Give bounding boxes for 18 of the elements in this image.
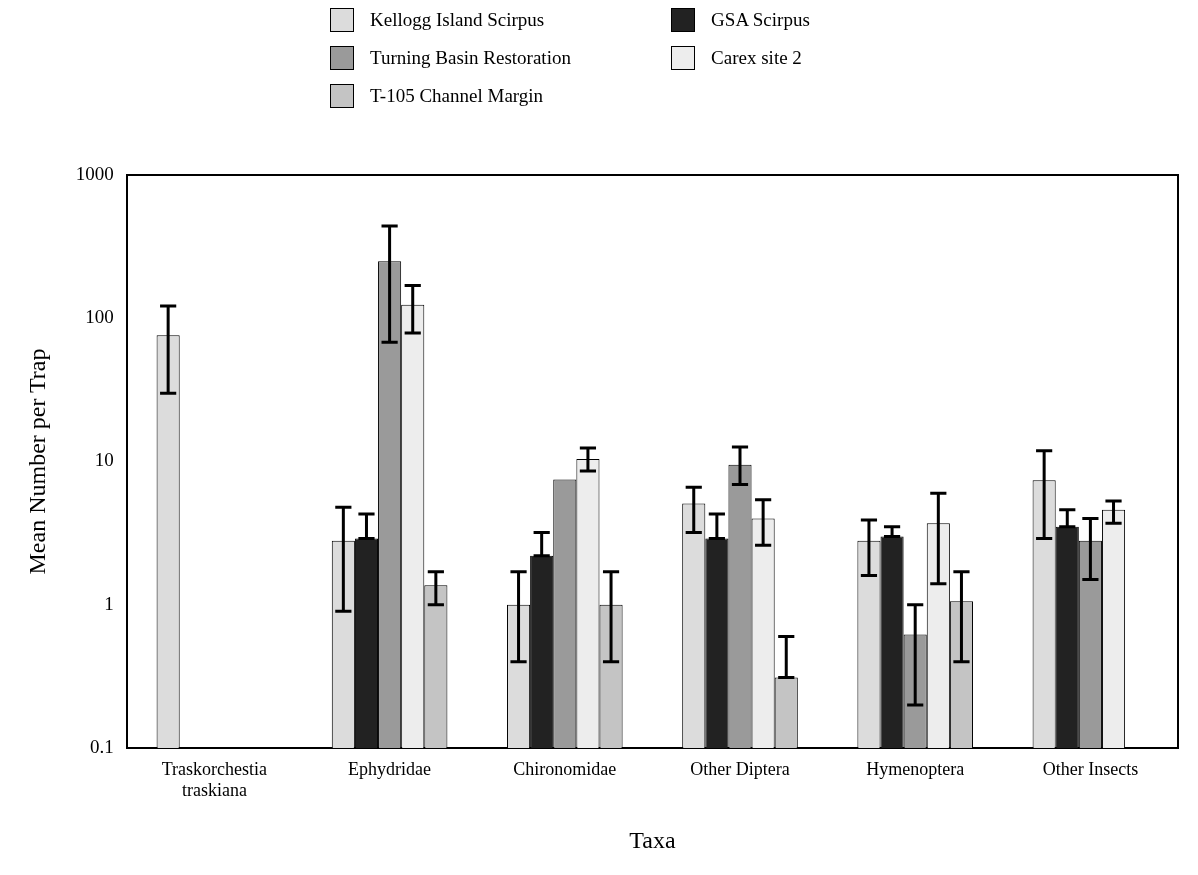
y-tick-label: 1 — [104, 592, 114, 614]
y-tick-label: 0.1 — [90, 735, 114, 757]
legend-label: T-105 Channel Margin — [370, 85, 544, 107]
x-tick-label: Other Insects — [1042, 758, 1139, 779]
legend-label: GSA Scirpus — [711, 9, 810, 31]
x-tick-label: Traskorchestia traskiana — [161, 758, 268, 801]
y-tick-label: 10 — [94, 449, 114, 471]
x-axis-title: Taxa — [629, 826, 676, 853]
legend-label: Turning Basin Restoration — [370, 47, 571, 69]
legend-label: Kellogg Island Scirpus — [370, 9, 545, 31]
x-tick-label: Ephydridae — [348, 758, 432, 779]
y-axis-title: Mean Number per Trap — [23, 348, 50, 575]
legend-label: Carex site 2 — [711, 47, 802, 69]
x-tick-label: Other Diptera — [690, 758, 790, 779]
y-tick-label: 100 — [85, 306, 114, 328]
x-tick-label: Chironomidae — [513, 758, 617, 779]
x-tick-label: Hymenoptera — [866, 758, 965, 779]
y-tick-label: 1000 — [75, 162, 114, 184]
